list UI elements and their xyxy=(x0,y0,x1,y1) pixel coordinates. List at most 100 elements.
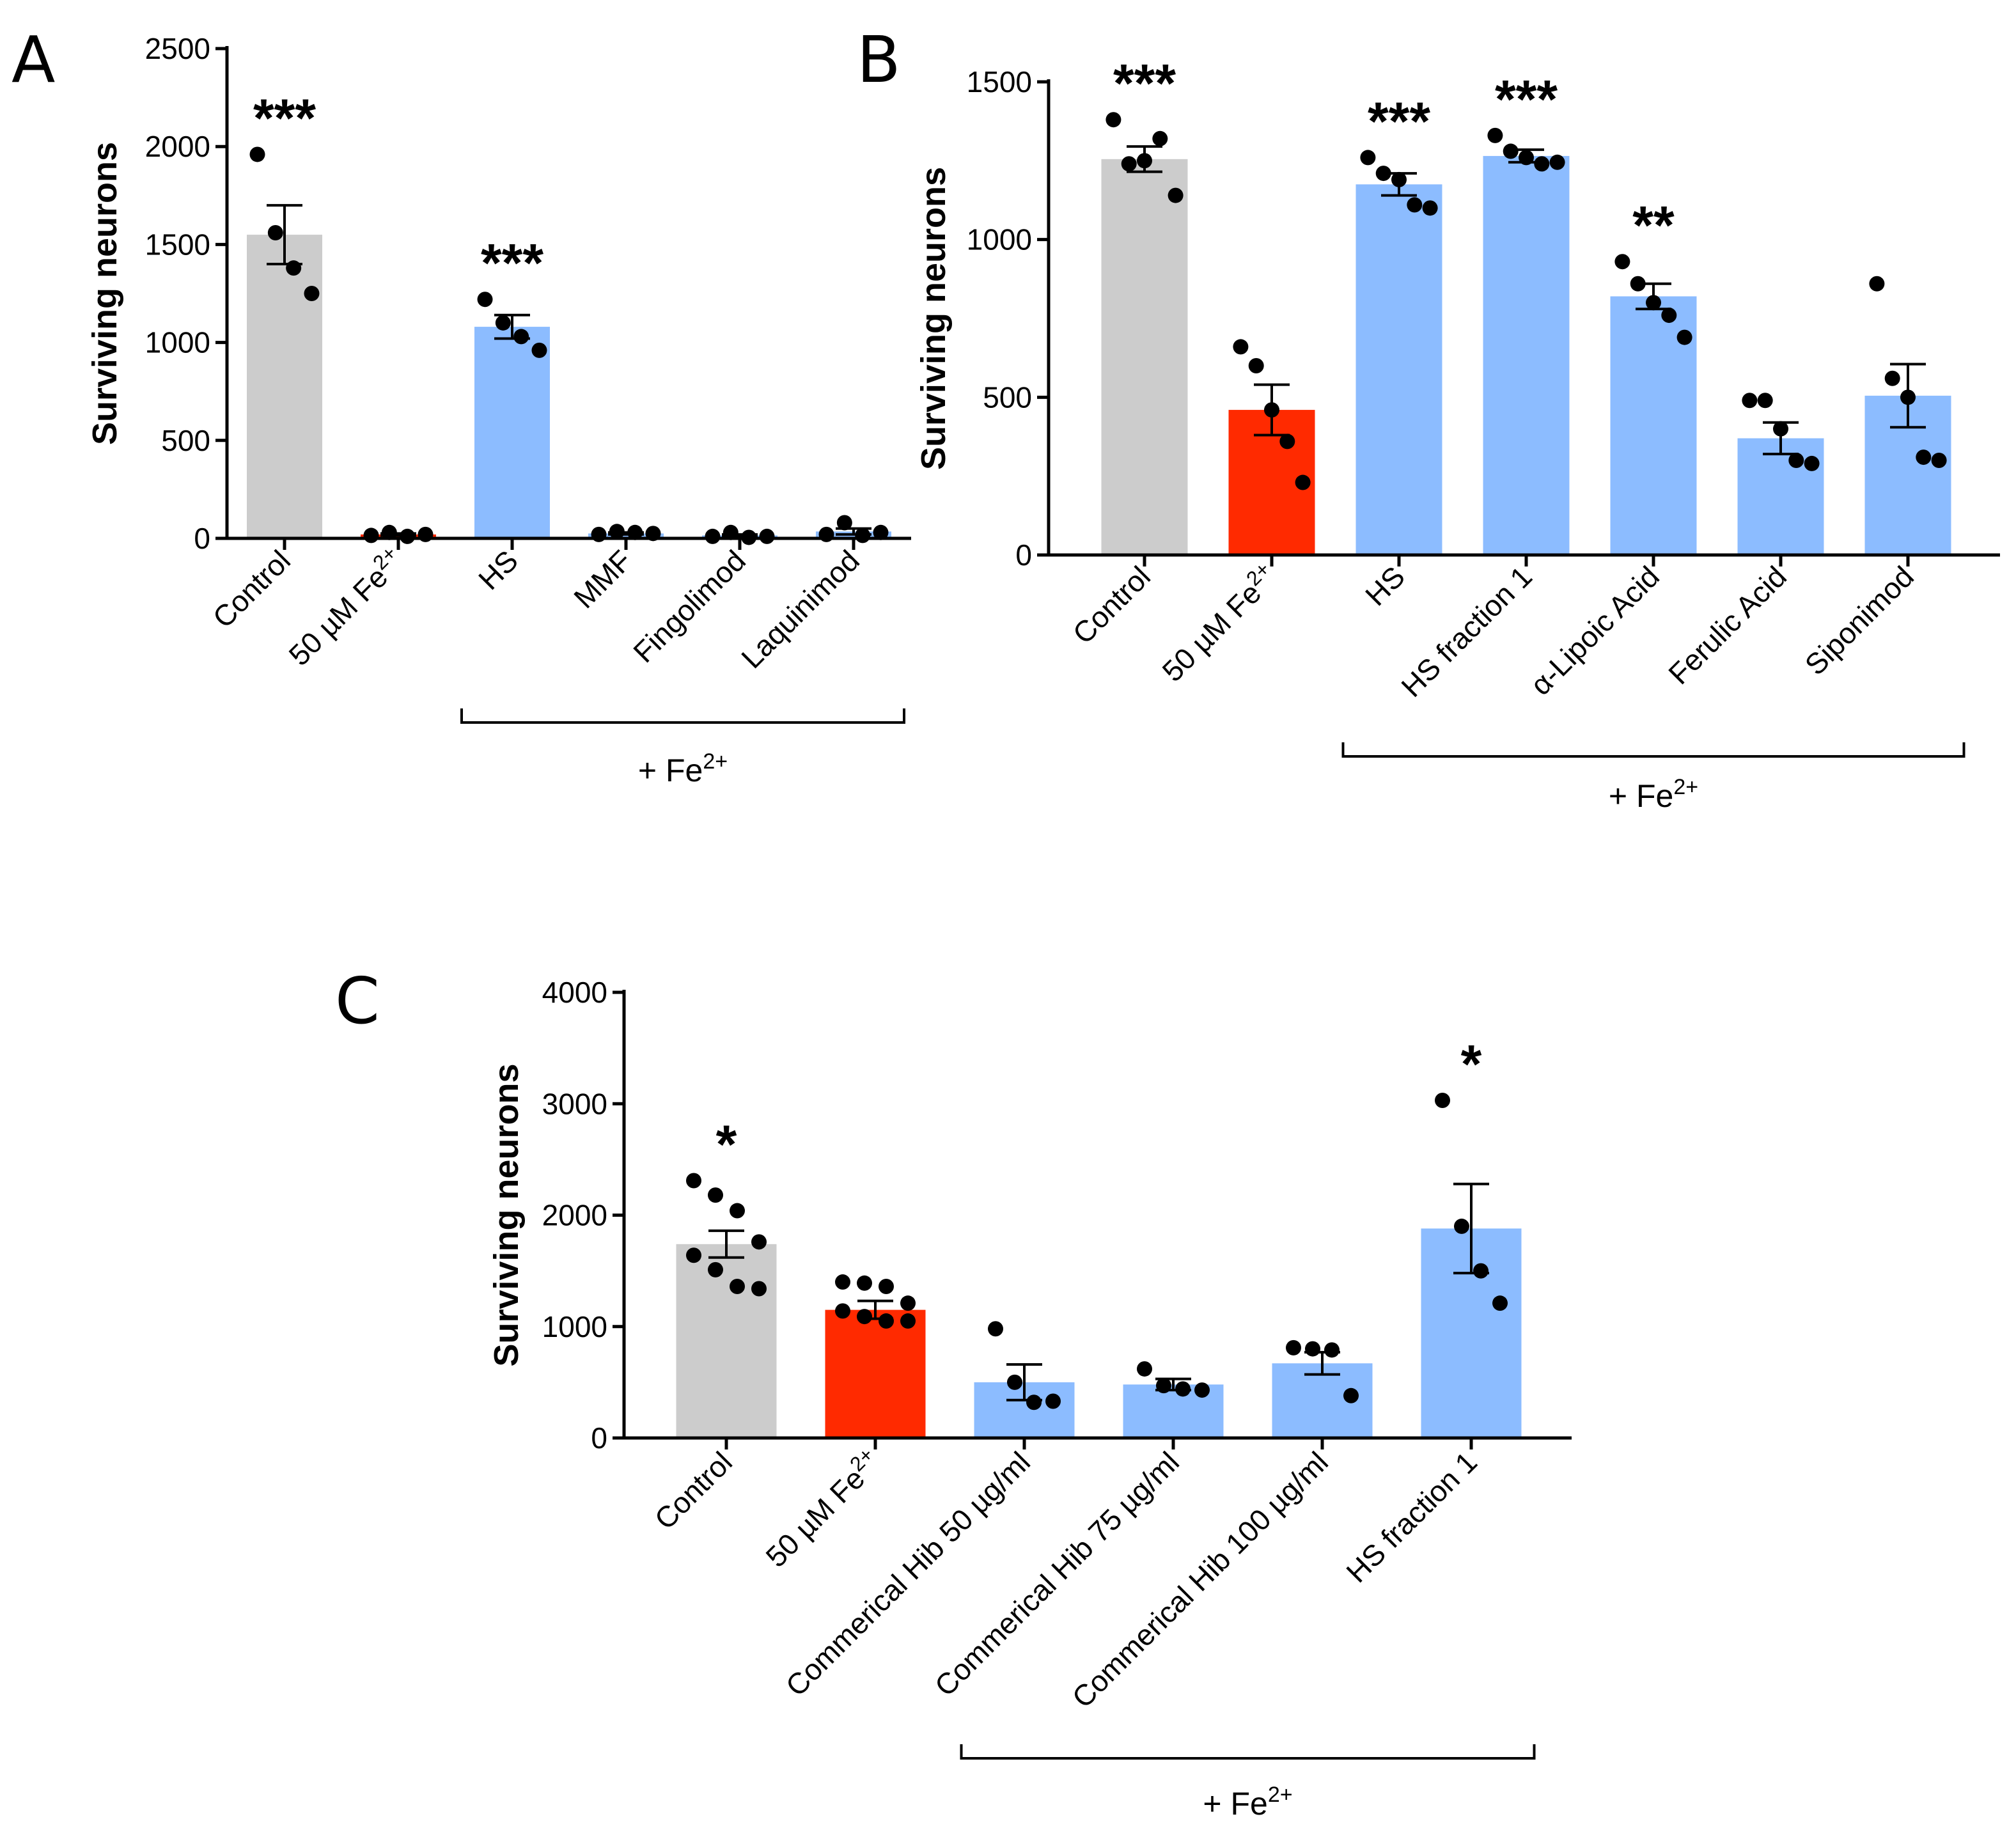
data-point xyxy=(1286,1340,1301,1355)
x-category-label: MMF xyxy=(567,543,638,614)
panel-letter-c: C xyxy=(335,964,380,1038)
data-point xyxy=(1279,434,1295,449)
y-tick-label: 1500 xyxy=(967,65,1032,98)
data-point xyxy=(1324,1342,1340,1358)
data-point xyxy=(1661,308,1677,324)
data-point xyxy=(1869,276,1885,292)
data-point xyxy=(1305,1341,1320,1357)
significance-stars: *** xyxy=(1368,91,1430,151)
group-bracket xyxy=(1341,742,1965,758)
data-point xyxy=(988,1321,1003,1337)
data-point xyxy=(751,1234,767,1250)
y-tick-label: 0 xyxy=(591,1421,607,1455)
x-category-label: Laquinimod xyxy=(735,543,866,675)
data-point xyxy=(477,292,493,308)
data-point xyxy=(609,524,625,540)
data-point xyxy=(495,315,511,331)
data-point xyxy=(1900,389,1916,405)
x-category-label: Commerical Hib 100 µg/ml xyxy=(1065,1445,1334,1714)
x-category-label: Ferulic Acid xyxy=(1662,559,1793,691)
data-point xyxy=(836,515,852,531)
data-point xyxy=(1248,358,1264,373)
x-category-label: Commerical Hib 75 µg/ml xyxy=(928,1445,1186,1703)
data-point xyxy=(855,527,871,543)
data-point xyxy=(1646,295,1661,311)
x-category-label: 50 µM Fe2+ xyxy=(1153,558,1284,688)
data-point xyxy=(705,528,721,544)
data-point xyxy=(900,1295,916,1311)
data-point xyxy=(751,1281,767,1297)
data-point xyxy=(304,286,320,301)
bar-b-0 xyxy=(1101,159,1188,555)
significance-stars: *** xyxy=(253,88,316,148)
data-point xyxy=(1152,130,1168,146)
data-point xyxy=(723,524,738,540)
data-point xyxy=(686,1173,701,1189)
group-label: + Fe2+ xyxy=(638,749,728,788)
panel-c-chart: 0 1000 2000 3000 4000 Surviving neurons Contro… xyxy=(487,976,1572,1822)
y-tick-label: 500 xyxy=(983,380,1032,414)
significance-stars: *** xyxy=(1495,69,1558,129)
data-point xyxy=(1422,200,1438,216)
data-point xyxy=(627,524,643,540)
bar-a-3 xyxy=(588,533,664,538)
data-point xyxy=(1549,154,1565,170)
y-tick-label: 2000 xyxy=(145,130,210,163)
group-bracket xyxy=(460,708,905,724)
significance-stars: * xyxy=(1461,1034,1482,1094)
x-category-label: Control xyxy=(648,1445,738,1536)
y-tick-label: 3000 xyxy=(542,1087,607,1120)
data-point xyxy=(730,1279,745,1295)
bar-b-3 xyxy=(1483,155,1570,555)
y-tick-label: 2000 xyxy=(542,1199,607,1232)
data-point xyxy=(1194,1382,1210,1398)
y-tick-label: 1000 xyxy=(145,326,210,359)
group-label: + Fe2+ xyxy=(1203,1783,1292,1822)
x-category-label: HS xyxy=(1359,559,1411,612)
x-category-label: Siponimod xyxy=(1799,559,1920,681)
data-point xyxy=(400,528,416,544)
significance-stars: *** xyxy=(481,233,543,293)
y-tick-label: 0 xyxy=(194,522,210,555)
bar-c-0 xyxy=(676,1244,777,1438)
data-point xyxy=(1407,197,1423,213)
significance-stars: ** xyxy=(1632,195,1675,255)
y-tick-label: 0 xyxy=(1015,538,1032,572)
data-point xyxy=(708,1262,723,1277)
data-point xyxy=(1264,402,1279,418)
data-point xyxy=(249,146,265,162)
x-category-label: α-Lipoic Acid xyxy=(1524,559,1666,701)
data-point xyxy=(686,1247,701,1263)
y-axis-label: Surviving neurons xyxy=(86,142,124,445)
y-tick-label: 4000 xyxy=(542,976,607,1009)
data-point xyxy=(708,1187,723,1203)
group-label: + Fe2+ xyxy=(1609,775,1698,814)
data-point xyxy=(1137,153,1152,169)
data-point xyxy=(1156,1378,1171,1394)
data-point xyxy=(363,527,379,543)
data-point xyxy=(730,1203,745,1219)
significance-stars: * xyxy=(716,1114,737,1174)
data-point xyxy=(1295,474,1311,490)
y-axis-label: Surviving neurons xyxy=(914,167,953,470)
data-point xyxy=(900,1313,916,1329)
data-point xyxy=(1454,1218,1469,1234)
data-point xyxy=(1375,166,1391,182)
data-point xyxy=(531,342,547,358)
x-category-label: HS fraction 1 xyxy=(1340,1445,1483,1589)
data-point xyxy=(513,329,529,345)
data-point xyxy=(1045,1393,1061,1409)
data-point xyxy=(1757,393,1773,409)
data-point xyxy=(1503,143,1519,159)
data-point xyxy=(1630,276,1646,292)
data-point xyxy=(1614,254,1630,270)
data-point xyxy=(835,1274,850,1290)
x-category-label: HS fraction 1 xyxy=(1395,559,1538,703)
data-point xyxy=(1931,453,1947,468)
x-category-label: Control xyxy=(1066,559,1157,650)
data-point xyxy=(1175,1381,1191,1397)
data-point xyxy=(1343,1387,1359,1403)
panel-letter-b: B xyxy=(857,22,901,97)
significance-stars: *** xyxy=(1113,53,1176,113)
